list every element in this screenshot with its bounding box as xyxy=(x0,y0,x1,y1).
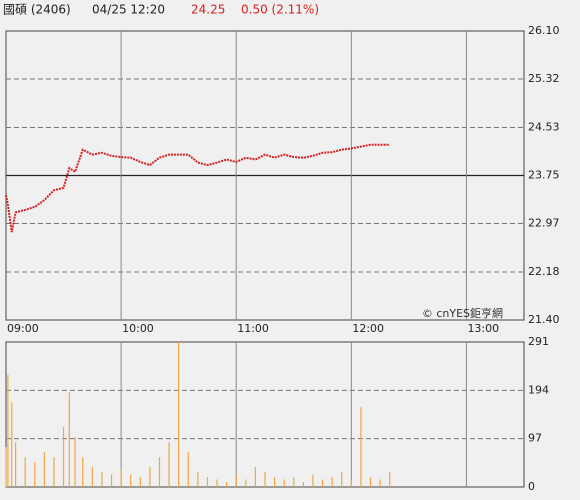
volume-bar xyxy=(5,447,7,487)
volume-bar xyxy=(206,477,209,487)
volume-bar xyxy=(331,477,333,487)
y-tick-label: 22.97 xyxy=(528,216,560,229)
volume-bar xyxy=(369,477,372,487)
price-line xyxy=(5,143,390,233)
x-tick-label: 09:00 xyxy=(7,322,39,335)
y-tick-label: 97 xyxy=(528,432,542,445)
volume-bar xyxy=(43,452,45,487)
volume-bar xyxy=(158,457,161,487)
y-tick-label: 25.32 xyxy=(528,72,560,85)
volume-bar xyxy=(273,477,276,487)
volume-bar xyxy=(350,479,352,487)
x-tick-label: 11:00 xyxy=(237,322,269,335)
watermark: © cnYES鉅亨網 xyxy=(422,306,503,320)
volume-bar xyxy=(235,474,237,487)
x-tick-label: 13:00 xyxy=(467,322,499,335)
volume-bar xyxy=(14,442,17,487)
volume-bar xyxy=(187,452,189,487)
y-tick-label: 0 xyxy=(528,480,535,493)
volume-bar xyxy=(91,467,93,487)
volume-bar xyxy=(216,479,218,487)
volume-bar xyxy=(53,457,55,487)
y-tick-label: 24.53 xyxy=(528,121,560,134)
volume-bar xyxy=(149,467,151,487)
volume-bar xyxy=(62,427,65,487)
volume-bar xyxy=(302,482,304,487)
quote-time: 04/25 12:20 xyxy=(92,3,165,17)
volume-bar xyxy=(379,479,381,487)
volume-bar xyxy=(110,474,113,487)
plot-frame xyxy=(5,341,525,488)
y-tick-label: 194 xyxy=(528,383,549,396)
volume-bar xyxy=(360,407,362,487)
volume-bar xyxy=(7,374,9,487)
x-tick-label: 10:00 xyxy=(122,322,154,335)
volume-bar xyxy=(293,477,295,487)
volume-bar xyxy=(283,479,285,487)
volume-bar xyxy=(226,482,228,487)
stock-name: 國碩 (2406) xyxy=(3,3,71,17)
y-tick-label: 21.40 xyxy=(528,313,560,326)
volume-bar xyxy=(139,477,141,487)
volume-bar xyxy=(341,472,343,487)
volume-bar xyxy=(82,457,84,487)
volume-bar xyxy=(120,469,122,487)
y-tick-label: 23.75 xyxy=(528,169,560,182)
volume-bar xyxy=(74,437,76,487)
volume-bar xyxy=(68,392,70,487)
volume-bar xyxy=(321,479,324,487)
volume-bar xyxy=(178,342,180,487)
y-tick-label: 26.10 xyxy=(528,24,560,37)
volume-bar xyxy=(389,472,391,487)
volume-bar xyxy=(130,474,132,487)
volume-bar xyxy=(312,474,314,487)
volume-bar xyxy=(11,402,13,487)
volume-bar xyxy=(254,467,257,487)
volume-bar xyxy=(24,457,26,487)
volume-bar xyxy=(101,472,103,487)
price-change: 0.50 (2.11%) xyxy=(241,3,319,17)
volume-bar xyxy=(197,472,199,487)
y-tick-label: 22.18 xyxy=(528,265,560,278)
x-tick-label: 12:00 xyxy=(352,322,384,335)
volume-bar xyxy=(168,442,170,487)
y-tick-label: 291 xyxy=(528,335,549,348)
last-price: 24.25 xyxy=(191,3,225,17)
volume-bar xyxy=(264,472,266,487)
volume-bar xyxy=(245,479,247,487)
volume-bar xyxy=(34,462,36,487)
